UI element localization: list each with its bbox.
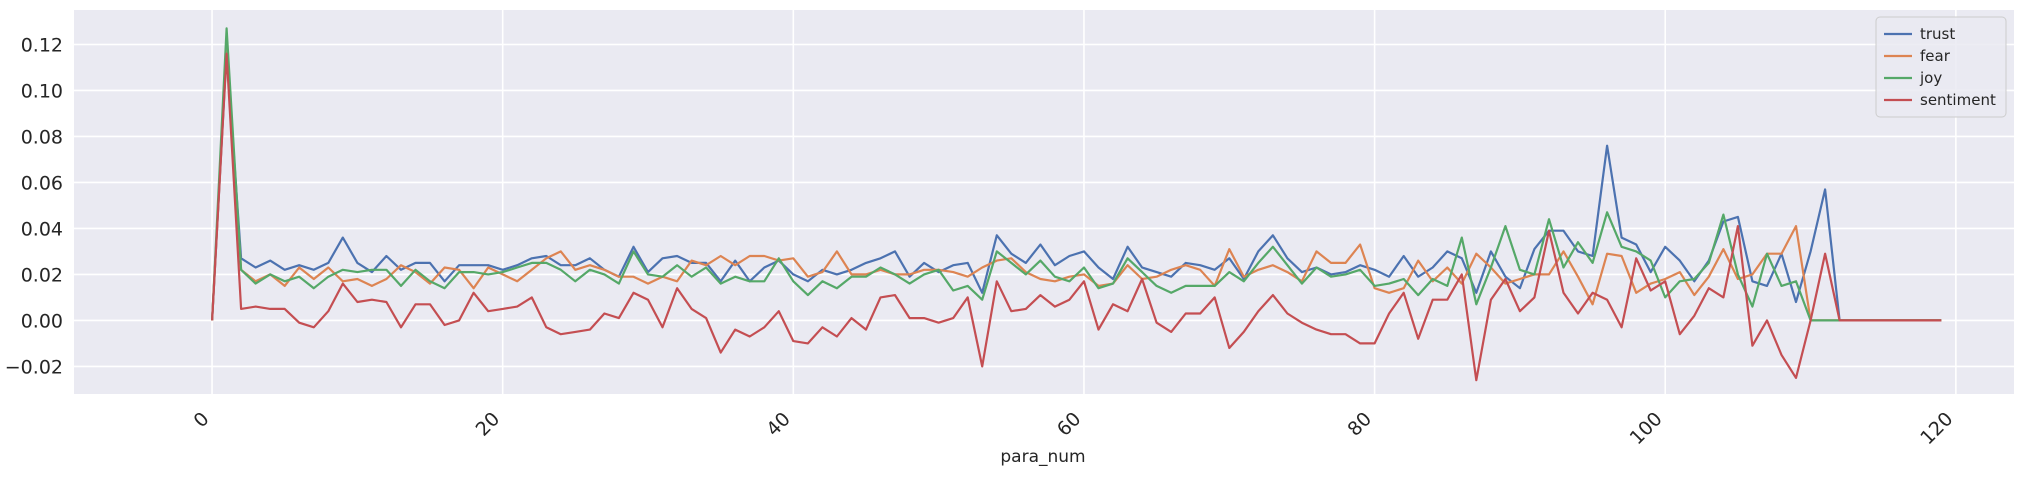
y-tick-label: 0.02: [21, 264, 63, 286]
y-tick-label: 0.08: [21, 126, 63, 148]
x-tick-label: 0: [189, 408, 213, 432]
x-tick-label: 60: [1053, 408, 1086, 441]
x-tick-label: 80: [1343, 408, 1376, 441]
x-axis-label: para_num: [1000, 447, 1085, 467]
plot-area: [74, 10, 2014, 394]
series-lines: [211, 27, 1942, 382]
y-tick-label: 0.00: [21, 310, 63, 332]
y-tick-label: 0.04: [21, 218, 63, 240]
y-tick-label: 0.12: [21, 34, 63, 56]
series-line-joy: [211, 27, 1942, 322]
y-tick-label: −0.02: [5, 356, 63, 378]
legend-label-joy: joy: [1919, 69, 1942, 87]
x-tick-label: 100: [1626, 408, 1667, 449]
legend-label-fear: fear: [1920, 47, 1951, 65]
legend-label-sentiment: sentiment: [1920, 91, 1996, 109]
x-tick-label: 40: [762, 408, 795, 441]
legend-label-trust: trust: [1920, 25, 1955, 43]
y-tick-label: 0.06: [21, 172, 63, 194]
x-tick-label: 20: [472, 408, 505, 441]
y-tick-label: 0.10: [21, 80, 63, 102]
legend-frame: [1875, 16, 2007, 118]
x-tick-label: 120: [1916, 408, 1957, 449]
series-line-sentiment: [211, 52, 1942, 382]
legend: trust fear joy sentiment: [1875, 16, 2007, 118]
